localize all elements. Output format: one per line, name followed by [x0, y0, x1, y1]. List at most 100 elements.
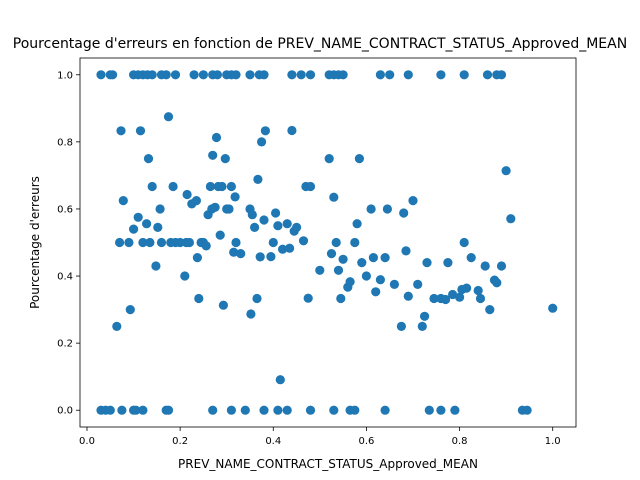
y-tick-label: 0.6: [57, 204, 73, 215]
data-point: [408, 196, 418, 206]
y-axis-label: Pourcentage d'erreurs: [28, 176, 42, 309]
data-point: [189, 70, 199, 80]
data-point: [208, 150, 218, 160]
data-point: [326, 249, 337, 259]
data-point: [259, 215, 269, 225]
data-point: [231, 70, 241, 80]
data-point: [443, 258, 453, 268]
data-point: [329, 405, 339, 415]
data-point: [413, 279, 423, 289]
data-point: [466, 253, 476, 263]
data-point: [350, 405, 360, 415]
data-point: [338, 70, 348, 80]
data-point: [292, 222, 302, 232]
data-point: [496, 70, 507, 80]
x-tick-label: 1.0: [545, 436, 561, 447]
data-point: [161, 70, 171, 80]
data-point: [350, 237, 360, 248]
data-point: [112, 321, 122, 331]
data-point: [287, 70, 297, 80]
data-point: [296, 70, 306, 80]
data-point: [436, 70, 446, 80]
data-point: [217, 181, 227, 192]
y-tick-label: 0.2: [57, 339, 73, 350]
data-point: [459, 237, 469, 248]
data-point: [496, 261, 507, 271]
data-point: [226, 405, 236, 415]
data-point: [424, 405, 434, 415]
data-point: [366, 204, 376, 214]
data-point: [147, 70, 157, 80]
data-point: [273, 221, 283, 231]
data-point: [436, 405, 446, 415]
data-point: [255, 252, 265, 262]
data-point: [338, 254, 348, 264]
data-point: [218, 300, 228, 310]
data-point: [482, 70, 493, 80]
data-point: [329, 192, 339, 202]
data-point: [368, 253, 378, 263]
data-point: [215, 230, 225, 240]
data-point: [450, 405, 460, 415]
data-point: [259, 70, 269, 80]
data-point: [403, 70, 413, 80]
data-point: [96, 70, 106, 80]
data-point: [210, 202, 220, 212]
y-tick-label: 0.8: [57, 137, 73, 148]
x-tick-label: 0.8: [452, 436, 468, 447]
data-point: [480, 261, 490, 271]
data-point: [380, 253, 390, 263]
data-point: [501, 166, 511, 176]
data-point: [278, 244, 288, 254]
data-point: [380, 405, 390, 415]
data-point: [282, 405, 292, 415]
data-point: [211, 132, 222, 143]
data-point: [156, 237, 167, 248]
data-point: [145, 237, 155, 248]
data-point: [131, 405, 141, 415]
data-point: [396, 321, 406, 331]
data-point: [298, 236, 309, 246]
y-tick-label: 0.0: [57, 406, 73, 417]
data-point: [252, 293, 262, 304]
data-point: [336, 293, 346, 304]
data-point: [506, 214, 516, 224]
data-point: [246, 309, 256, 319]
data-point: [163, 112, 174, 122]
data-point: [168, 181, 178, 192]
data-point: [429, 293, 439, 304]
data-point: [266, 252, 276, 262]
data-point: [389, 279, 399, 289]
data-point: [259, 405, 269, 415]
data-point: [375, 70, 385, 80]
data-point: [375, 275, 385, 285]
data-point: [473, 285, 483, 296]
x-tick-label: 0.0: [79, 436, 95, 447]
data-point: [303, 293, 313, 303]
data-point: [229, 247, 239, 257]
data-point: [345, 277, 355, 287]
data-point: [124, 237, 134, 248]
plot-frame: [79, 57, 577, 428]
data-point: [305, 70, 316, 80]
data-point: [220, 154, 230, 164]
data-point: [422, 258, 432, 268]
data-point: [459, 70, 469, 80]
data-point: [125, 305, 135, 315]
data-point: [455, 292, 465, 302]
data-point: [324, 154, 334, 164]
data-point: [273, 405, 283, 415]
x-axis-label: PREV_NAME_CONTRACT_STATUS_Approved_MEAN: [178, 457, 478, 471]
data-point: [194, 293, 204, 304]
data-point: [417, 321, 427, 331]
data-point: [230, 192, 240, 202]
data-point: [184, 237, 194, 248]
y-tick-label: 1.0: [57, 70, 73, 81]
data-point: [117, 405, 127, 415]
x-tick-label: 0.4: [265, 436, 281, 447]
data-point: [271, 208, 281, 218]
data-point: [155, 204, 165, 214]
data-point: [143, 154, 154, 164]
data-point: [382, 204, 392, 214]
